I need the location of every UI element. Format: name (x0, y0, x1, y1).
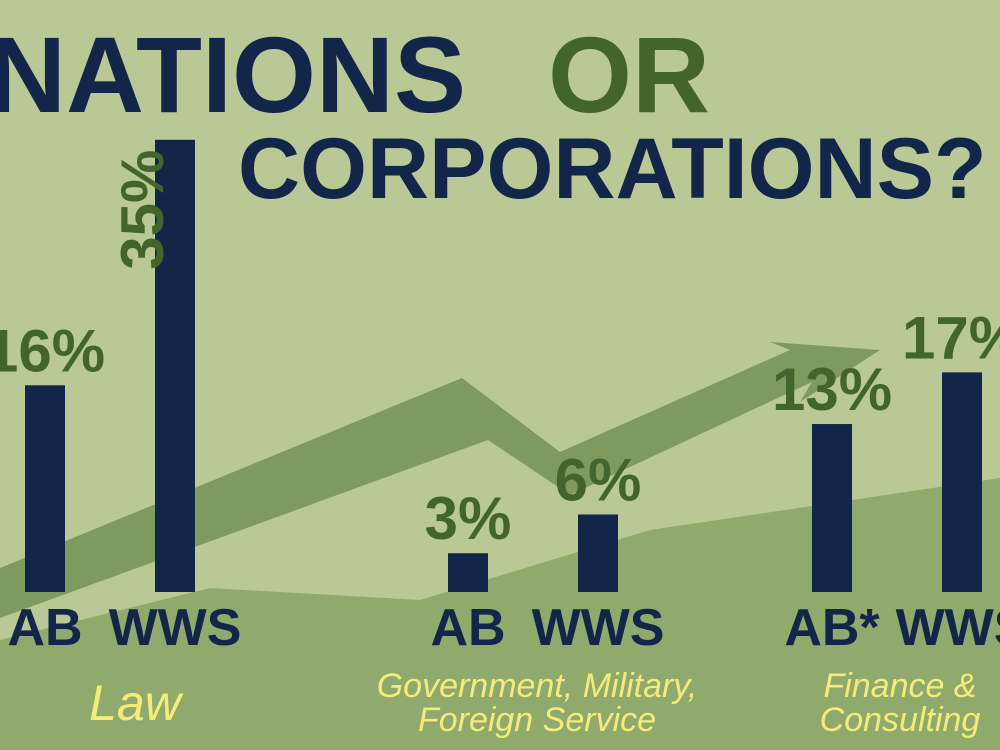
bar-wws-2 (578, 514, 618, 592)
bar-wws-1 (155, 139, 195, 593)
bar-ab-3 (812, 424, 852, 592)
tick-label-wws-2: WWS (532, 599, 665, 657)
tick-label-wws-3: WWS (896, 599, 1000, 657)
value-label-wws-3: 17% (902, 304, 1000, 371)
tick-label-ab-3: AB* (784, 599, 880, 657)
category-label-3-line-2: Consulting (820, 701, 981, 739)
bars-layer: 16% AB 3% AB 13% AB* 35% WWS 6% WWS 17% WWS Law Gover… (0, 139, 1000, 739)
category-label-2-line-2: Foreign Service (418, 701, 656, 739)
category-label-3-line-1: Finance & (823, 667, 976, 705)
title-word-nations: NATIONS (0, 14, 466, 135)
value-label-wws-1: 35% (109, 150, 176, 270)
tick-label-ab-1: AB (7, 599, 82, 657)
value-label-ab-2: 3% (425, 485, 512, 552)
category-label-2-line-1: Government, Military, (377, 667, 698, 705)
trend-arrow (0, 342, 880, 618)
tick-label-ab-2: AB (430, 599, 505, 657)
bar-wws-3 (942, 372, 982, 592)
value-label-wws-2: 6% (555, 446, 642, 513)
tick-label-wws-1: WWS (109, 599, 242, 657)
title-word-corporations: CORPORATIONS? (238, 121, 987, 217)
ground-band (0, 478, 1000, 750)
bar-ab-2 (448, 553, 488, 592)
title-word-or: OR (548, 14, 710, 135)
value-label-ab-3: 13% (772, 356, 892, 423)
category-label-1-line-1: Law (89, 675, 184, 731)
bar-ab-1 (25, 385, 65, 592)
value-label-ab-1: 16% (0, 317, 105, 384)
